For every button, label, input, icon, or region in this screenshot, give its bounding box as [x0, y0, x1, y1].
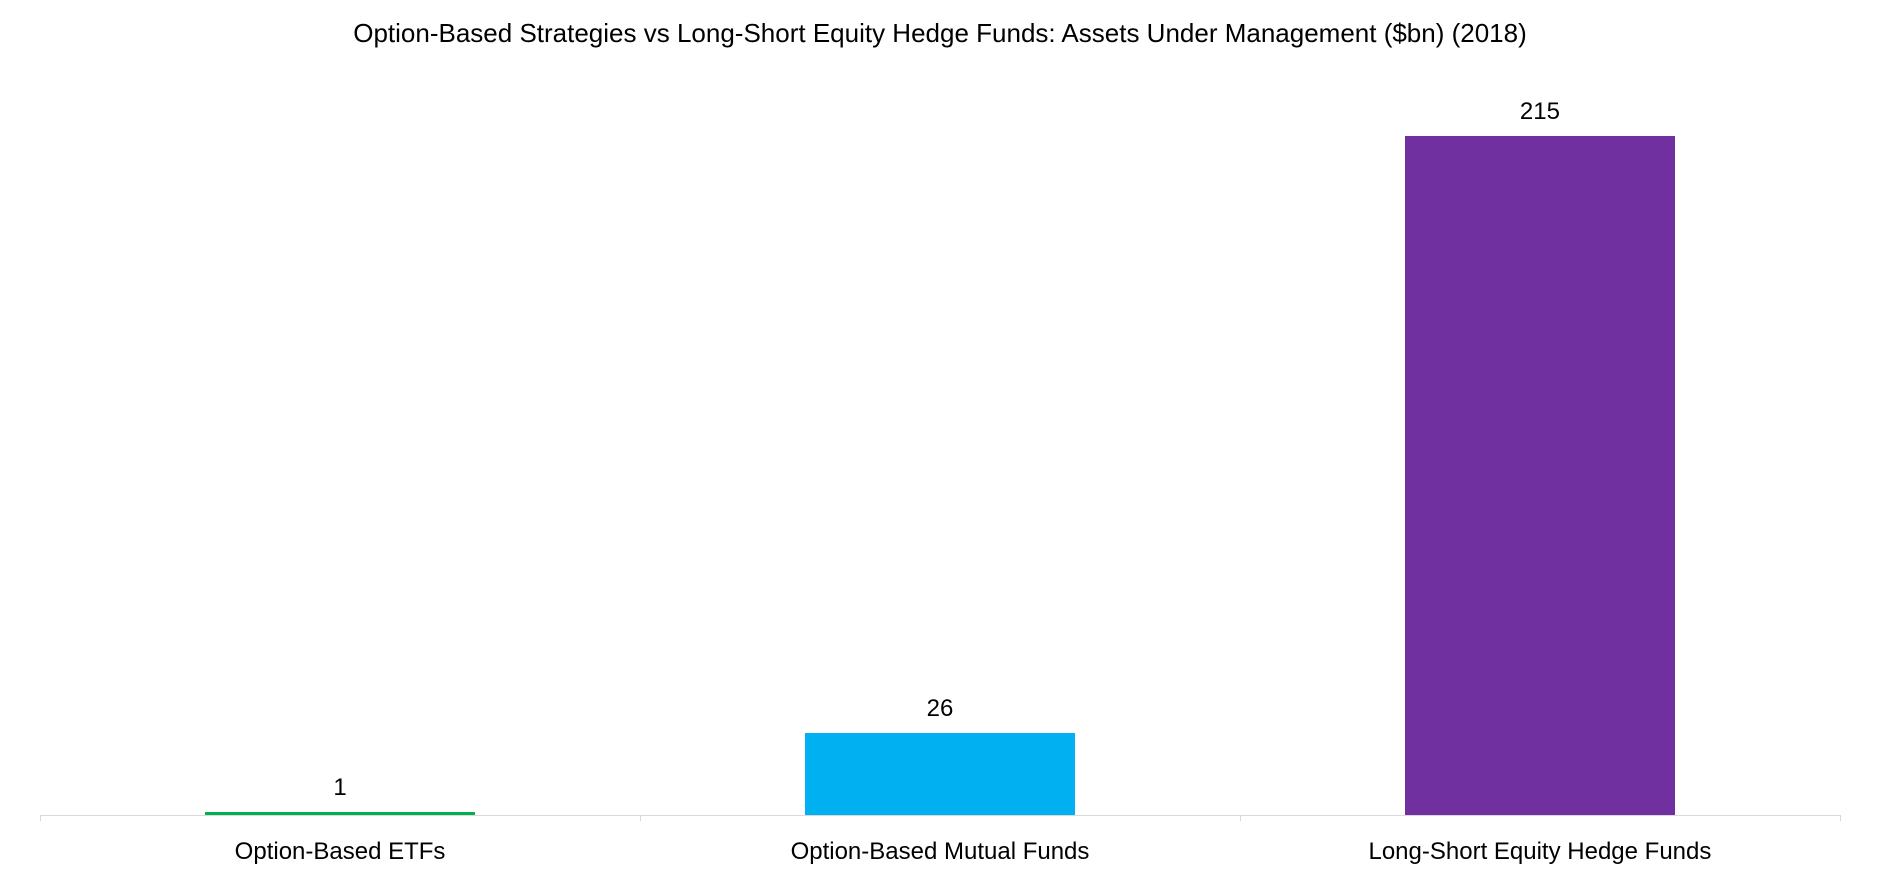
plot-area: 1 26 215 [40, 90, 1840, 816]
bar-value-label: 1 [333, 774, 346, 802]
x-axis-labels: Option-Based ETFsOption-Based Mutual Fun… [40, 826, 1840, 886]
chart-title: Option-Based Strategies vs Long-Short Eq… [0, 18, 1880, 49]
x-axis-label: Option-Based ETFs [40, 838, 640, 866]
bar-group: 1 [205, 90, 475, 815]
bar-value-label: 26 [927, 695, 954, 723]
axis-tick [1240, 815, 1241, 821]
x-axis-label: Long-Short Equity Hedge Funds [1240, 838, 1840, 866]
bar-group: 26 [805, 90, 1075, 815]
bar-rect [805, 733, 1075, 815]
axis-tick [640, 815, 641, 821]
axis-tick [40, 815, 41, 821]
bar-rect [205, 812, 475, 815]
bar-group: 215 [1405, 90, 1675, 815]
bar-value-label: 215 [1520, 98, 1560, 126]
bar-rect [1405, 136, 1675, 815]
axis-tick [1840, 815, 1841, 821]
aum-bar-chart: Option-Based Strategies vs Long-Short Eq… [0, 0, 1880, 886]
x-axis-label: Option-Based Mutual Funds [640, 838, 1240, 866]
